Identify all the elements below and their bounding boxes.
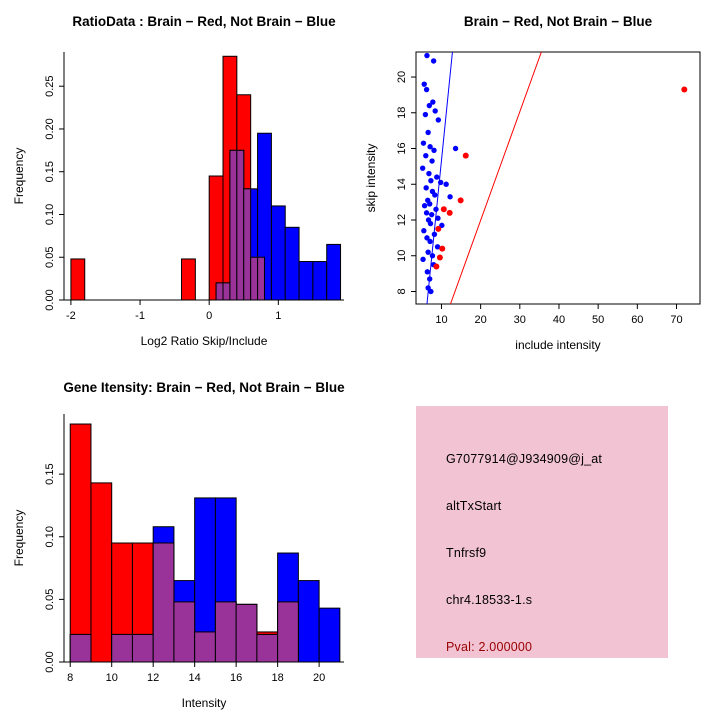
svg-text:0.05: 0.05	[44, 589, 56, 610]
svg-text:40: 40	[553, 314, 565, 326]
gene-symbol-text: Tnfrsf9	[446, 546, 487, 560]
svg-text:16: 16	[396, 142, 408, 154]
panel-ratio-histogram: RatioData : Brain − Red, Not Brain − Blu…	[0, 0, 360, 372]
intensity-scatter-chart: Brain − Red, Not Brain − Blue 10 20 30 40 50 6…	[364, 14, 701, 352]
svg-text:14: 14	[189, 672, 201, 684]
svg-text:0.15: 0.15	[44, 463, 56, 484]
chromosome-location-text: chr4.18533-1.s	[446, 593, 533, 607]
svg-text:18: 18	[396, 107, 408, 119]
svg-text:0.25: 0.25	[44, 75, 56, 96]
overlap-bars	[69, 542, 299, 663]
svg-text:0.00: 0.00	[44, 289, 56, 310]
svg-text:0.05: 0.05	[44, 247, 56, 268]
svg-text:10: 10	[106, 672, 118, 684]
ratio-histogram-chart: RatioData : Brain − Red, Not Brain − Blu…	[12, 14, 344, 348]
svg-text:20: 20	[396, 71, 408, 83]
fit-line-red	[450, 51, 542, 305]
svg-text:16: 16	[230, 672, 242, 684]
svg-text:1: 1	[275, 310, 281, 322]
svg-text:0.00: 0.00	[44, 651, 56, 672]
svg-text:-2: -2	[66, 310, 76, 322]
svg-text:RatioData : Brain − Red, Not B: RatioData : Brain − Red, Not Brain − Blu…	[72, 14, 336, 29]
probe-id-text: G7077914@J934909@j_at	[446, 452, 603, 466]
svg-text:70: 70	[670, 314, 682, 326]
svg-text:10: 10	[435, 314, 447, 326]
gene-intensity-histogram-chart: Gene Itensity: Brain − Red, Not Brain − …	[12, 380, 345, 710]
gene-info-box: G7077914@J934909@j_at altTxStart Tnfrsf9…	[416, 406, 668, 658]
svg-text:include intensity: include intensity	[515, 338, 600, 352]
fit-line-blue	[426, 51, 453, 305]
panel-gene-info: G7077914@J934909@j_at altTxStart Tnfrsf9…	[360, 372, 720, 720]
svg-text:Brain − Red, Not Brain − Blue: Brain − Red, Not Brain − Blue	[464, 14, 653, 29]
svg-text:12: 12	[396, 214, 408, 226]
svg-text:-1: -1	[135, 310, 145, 322]
red-points	[433, 86, 688, 270]
svg-text:Log2 Ratio Skip/Include: Log2 Ratio Skip/Include	[141, 334, 268, 348]
svg-text:0.10: 0.10	[44, 204, 56, 225]
svg-text:8: 8	[396, 288, 408, 294]
svg-text:12: 12	[147, 672, 159, 684]
svg-text:14: 14	[396, 178, 408, 190]
svg-text:0.20: 0.20	[44, 118, 56, 139]
svg-text:Intensity: Intensity	[182, 696, 227, 710]
svg-text:20: 20	[475, 314, 487, 326]
splice-event-text: altTxStart	[446, 499, 502, 513]
blue-points	[419, 52, 459, 295]
svg-text:0: 0	[206, 310, 212, 322]
svg-text:Gene Itensity: Brain − Red, No: Gene Itensity: Brain − Red, Not Brain − …	[63, 380, 345, 395]
svg-text:20: 20	[313, 672, 325, 684]
svg-text:50: 50	[592, 314, 604, 326]
svg-text:0.15: 0.15	[44, 161, 56, 182]
svg-text:60: 60	[631, 314, 643, 326]
panel-gene-intensity-histogram: Gene Itensity: Brain − Red, Not Brain − …	[0, 372, 360, 720]
svg-text:skip intensity: skip intensity	[364, 144, 378, 213]
panel-intensity-scatter: Brain − Red, Not Brain − Blue 10 20 30 40 50 6…	[360, 0, 720, 372]
svg-text:8: 8	[67, 672, 73, 684]
svg-text:18: 18	[272, 672, 284, 684]
overlap-bars	[215, 149, 265, 301]
pvalue-text: Pval: 2.000000	[446, 640, 533, 654]
svg-text:0.10: 0.10	[44, 526, 56, 547]
svg-text:10: 10	[396, 250, 408, 262]
svg-text:Frequency: Frequency	[12, 510, 26, 567]
svg-text:Frequency: Frequency	[12, 148, 26, 205]
svg-text:30: 30	[514, 314, 526, 326]
